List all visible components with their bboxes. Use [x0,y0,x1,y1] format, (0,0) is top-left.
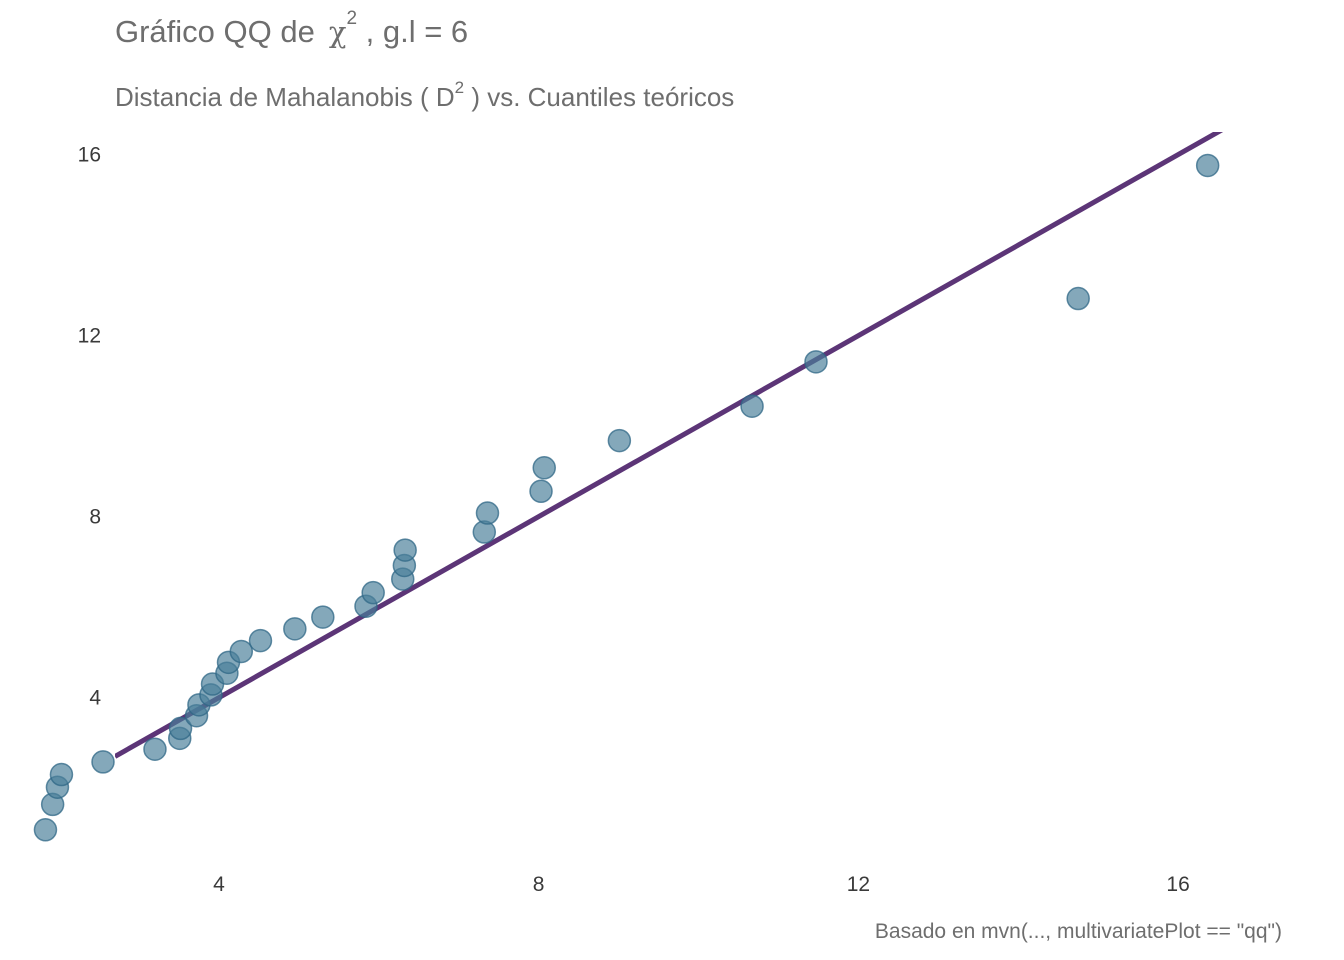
title-prefix: Gráfico QQ de [115,14,315,49]
reference-line [115,132,1224,759]
y-axis: 4 8 12 16 [78,144,102,710]
x-tick-label: 4 [213,873,225,896]
chart-title: Gráfico QQ de χ2 , g.l = 6 [115,8,469,50]
data-point [607,428,632,453]
title-suffix: , g.l = 6 [365,14,469,49]
subtitle-suffix: ) vs. Cuantiles teóricos [464,82,735,112]
data-point [475,501,500,525]
data-point [311,605,335,629]
data-point [248,628,273,653]
data-point [532,456,556,480]
subtitle-superscript: 2 [454,78,465,97]
x-tick-label: 12 [847,873,870,896]
data-point [33,818,58,842]
data-point [740,394,764,418]
x-tick-label: 8 [533,873,545,896]
chart-caption: Basado en mvn(..., multivariatePlot == "… [874,920,1282,943]
data-point [529,479,553,504]
y-tick-label: 12 [78,325,101,348]
title-superscript: 2 [346,8,358,29]
data-point [804,350,828,374]
x-axis: 4 8 12 16 [213,873,1190,896]
points-layer [33,153,1220,842]
data-point [168,716,193,741]
subtitle-prefix: Distancia de Mahalanobis ( D [115,82,455,112]
reference-line-layer [115,132,1224,759]
y-tick-label: 4 [89,687,101,710]
data-point [143,737,167,761]
data-point [283,617,307,641]
data-point [49,762,74,787]
x-tick-label: 16 [1166,873,1189,896]
data-point [1195,153,1220,178]
data-point [91,750,115,774]
chart-subtitle: Distancia de Mahalanobis ( D2 ) vs. Cuan… [115,78,735,113]
data-point [393,538,417,562]
y-tick-label: 16 [78,144,101,167]
data-point [1066,286,1090,311]
data-point [361,580,385,605]
y-tick-label: 8 [89,506,101,529]
data-point [229,639,254,664]
chi-symbol: χ [328,15,347,49]
